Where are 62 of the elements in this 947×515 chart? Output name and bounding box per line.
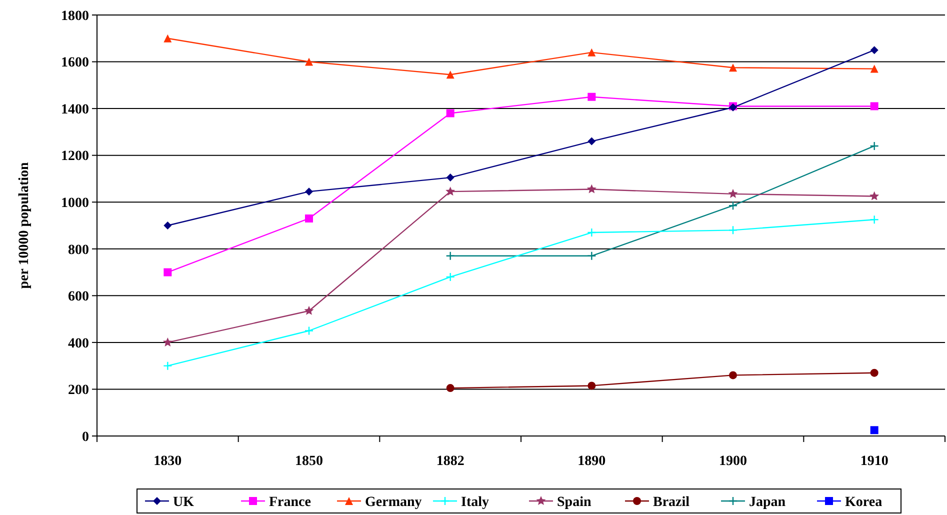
y-tick-label: 600: [68, 290, 89, 305]
point: [446, 70, 454, 79]
x-tick-label: 1830: [154, 454, 182, 469]
legend-label: France: [269, 494, 311, 510]
y-tick-label: 800: [68, 242, 89, 258]
point: [305, 214, 313, 222]
x-tick-label: 1900: [719, 454, 747, 469]
point: [587, 251, 596, 261]
point: [164, 34, 172, 42]
legend-label: Italy: [461, 494, 489, 510]
point: [870, 426, 878, 434]
point: [588, 92, 596, 101]
point: [446, 384, 454, 392]
y-tick-label: 1800: [61, 8, 89, 24]
x-tick-label: 1882: [436, 454, 464, 469]
y-tick-label: 400: [68, 336, 89, 352]
x-tick-label: 1910: [860, 454, 888, 469]
legend-label: UK: [173, 494, 194, 510]
point: [588, 137, 596, 146]
point: [870, 141, 879, 151]
point: [446, 251, 455, 261]
point: [588, 48, 596, 56]
y-tick-label: 0: [82, 430, 89, 445]
y-tick-label: 200: [68, 383, 89, 398]
y-tick-label: 1600: [61, 56, 89, 71]
legend-label: Germany: [365, 494, 422, 510]
x-tick-label: 1850: [295, 454, 323, 469]
point: [446, 186, 456, 196]
y-tick-label: 1400: [61, 102, 89, 118]
point: [870, 46, 878, 54]
legend-label: Japan: [749, 494, 786, 510]
point: [870, 368, 878, 377]
point: [587, 228, 596, 238]
point: [446, 109, 454, 118]
point: [164, 222, 172, 230]
legend-label: Korea: [845, 494, 882, 510]
legend-label: Spain: [557, 494, 592, 510]
y-tick-label: 1200: [61, 149, 89, 164]
point: [164, 268, 172, 276]
y-axis-title: per 10000 population: [17, 162, 32, 289]
point: [728, 226, 738, 235]
point: [586, 184, 596, 194]
point: [446, 272, 455, 282]
point: [870, 191, 880, 200]
point: [870, 215, 879, 224]
point: [870, 102, 878, 110]
point: [729, 371, 737, 380]
point: [305, 188, 313, 196]
y-tick-label: 1000: [61, 196, 89, 212]
point: [163, 361, 172, 370]
point: [870, 64, 878, 73]
point: [305, 58, 313, 66]
point: [728, 201, 738, 210]
point: [588, 382, 596, 390]
point: [446, 174, 454, 182]
x-tick-label: 1890: [578, 454, 606, 469]
legend-label: Brazil: [653, 494, 690, 510]
point: [728, 188, 738, 198]
point: [304, 326, 314, 336]
point: [162, 337, 172, 346]
point: [729, 64, 737, 72]
point: [304, 306, 314, 315]
